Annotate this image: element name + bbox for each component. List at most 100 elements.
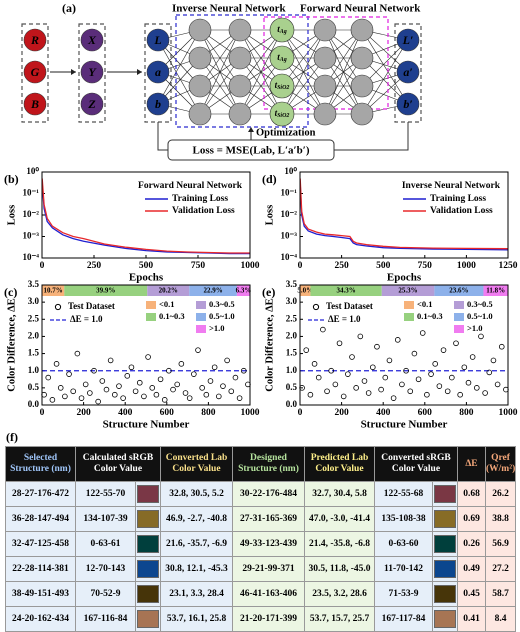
y-tick-label: 0.5 xyxy=(286,382,298,392)
distribution-segment xyxy=(483,285,508,296)
rgb-node xyxy=(23,92,47,116)
arrow-head xyxy=(71,69,76,75)
loss-link xyxy=(157,122,168,151)
distribution-label: 5.0% xyxy=(297,287,313,295)
hidden-node xyxy=(313,18,337,42)
figure-graphics: (a) Inverse Neural Network Forward Neural … xyxy=(4,1,518,444)
table-cell: 0.26 xyxy=(457,531,486,557)
distribution-label: 6.3% xyxy=(236,287,252,295)
data-point xyxy=(407,388,414,395)
legend-title: Forward Neural Network xyxy=(138,181,243,191)
table-cell: 38-49-151-493 xyxy=(5,581,76,607)
legend-swatch xyxy=(454,313,464,321)
data-point xyxy=(161,397,168,403)
color-swatch xyxy=(434,560,456,578)
rgb-node xyxy=(23,28,47,52)
distribution-segment xyxy=(434,285,484,296)
data-point xyxy=(95,398,101,405)
table-cell: 0.45 xyxy=(457,581,486,607)
distribution-segment xyxy=(42,285,65,296)
table-cell: 46-41-163-406 xyxy=(232,581,305,607)
data-point xyxy=(353,385,359,391)
loss-line xyxy=(41,178,250,254)
y-axis-label: Color Difference, ΔE xyxy=(264,298,275,391)
x-tick-label: 250 xyxy=(87,261,102,271)
header-cell: Selected Structure (nm) xyxy=(5,446,76,482)
legend-label: Test Dataset xyxy=(326,301,373,311)
table-cell: 0.69 xyxy=(457,506,486,532)
y-tick-label: 10⁻² xyxy=(281,209,298,219)
color-swatch-cell xyxy=(432,531,458,557)
data-point xyxy=(170,386,176,393)
data-point xyxy=(45,374,52,381)
data-point xyxy=(478,333,484,340)
legend-label: <0.1 xyxy=(417,299,432,309)
data-point xyxy=(124,373,131,379)
input-box xyxy=(78,23,106,123)
panel-label: (d) xyxy=(262,172,277,186)
y-tick-label: 1.5 xyxy=(286,348,298,358)
xyz-node xyxy=(80,28,104,52)
color-swatch-cell xyxy=(432,606,458,632)
arrow-head xyxy=(137,69,142,75)
panel-label: (e) xyxy=(262,285,275,299)
data-point xyxy=(91,367,97,374)
inverse-network-box xyxy=(175,14,309,128)
loss-line xyxy=(299,183,509,251)
table-cell: 122-55-70 xyxy=(75,481,136,507)
data-point xyxy=(340,393,347,400)
x-axis-label: Epochs xyxy=(387,272,422,284)
data-point xyxy=(411,350,418,357)
connection xyxy=(281,29,326,115)
color-swatch-cell xyxy=(135,531,161,557)
color-swatch xyxy=(434,510,456,528)
hidden-node xyxy=(313,46,337,70)
xyz-node xyxy=(80,92,104,116)
data-point xyxy=(207,378,214,384)
y-tick-label: 1.0 xyxy=(286,365,298,375)
color-swatch xyxy=(137,560,159,578)
data-point xyxy=(182,390,189,396)
data-point xyxy=(53,361,60,367)
data-point xyxy=(365,390,372,396)
data-point xyxy=(203,391,210,398)
table-cell: 36-28-147-494 xyxy=(5,506,76,532)
table-cell: 28-27-176-472 xyxy=(5,481,76,507)
data-point xyxy=(74,350,81,357)
structure-node-label: tAg xyxy=(277,24,287,35)
data-point xyxy=(166,367,172,374)
hidden-node xyxy=(188,18,212,42)
y-tick-label: 10⁻³ xyxy=(23,231,40,241)
y-tick-label: 10⁻¹ xyxy=(23,188,40,198)
header-cell: Calculated sRGB Color Value xyxy=(75,446,161,482)
y-tick-label: 3.5 xyxy=(28,279,40,289)
color-swatch-cell xyxy=(135,506,161,532)
table-cell: 49-33-123-439 xyxy=(232,531,305,557)
data-point xyxy=(482,390,488,396)
table-cell: 21-20-171-399 xyxy=(232,606,305,632)
data-point xyxy=(141,393,147,400)
connection xyxy=(157,39,201,115)
table-cell: 46.9, -2.7, -40.8 xyxy=(160,506,233,532)
table-row: 32-47-125-458 0-63-61 21.6, -35.7, -6.9 49-… xyxy=(5,531,516,557)
data-point xyxy=(211,364,218,371)
x-tick-label: 0 xyxy=(298,408,303,418)
data-point xyxy=(78,395,85,401)
distribution-label: 34.3% xyxy=(336,287,355,295)
table-cell: 0.68 xyxy=(457,481,486,507)
y-tick-label: 2.5 xyxy=(28,313,40,323)
y-tick-label: 2.0 xyxy=(28,330,40,340)
table-cell: 29-21-99-371 xyxy=(232,556,305,582)
x-tick-label: 600 xyxy=(160,408,175,418)
y-tick-label: 10⁰ xyxy=(284,166,297,176)
rgb-node xyxy=(23,60,47,84)
color-swatch-cell xyxy=(135,481,161,507)
legend-label: 0.1~0.3 xyxy=(417,311,443,321)
y-tick-label: 10⁻⁴ xyxy=(281,252,298,262)
table-cell: 26.2 xyxy=(485,481,516,507)
table-cell: 53.7, 15.7, 25.7 xyxy=(304,606,375,632)
connection xyxy=(324,29,363,115)
plot-frame xyxy=(41,171,251,259)
connection xyxy=(239,29,283,115)
legend-label: 0.5~1.0 xyxy=(467,311,493,321)
